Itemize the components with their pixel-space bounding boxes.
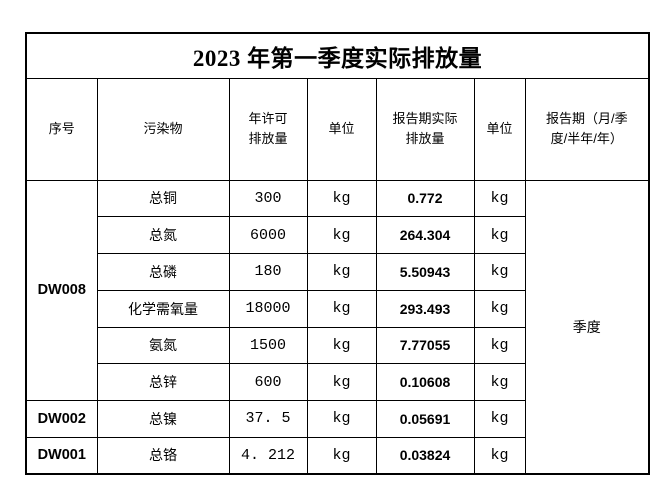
- pollutant-cell: 总磷: [96, 253, 230, 291]
- permitted-cell: 300: [228, 179, 308, 218]
- pollutant-cell: 总铜: [96, 179, 230, 218]
- actual-cell: 7.77055: [375, 326, 475, 365]
- permitted-cell: 180: [228, 253, 308, 291]
- actual-cell: 264.304: [375, 216, 475, 254]
- unit-cell: kg: [473, 326, 526, 365]
- unit-cell: kg: [306, 363, 377, 401]
- outlet-cell: DW001: [25, 436, 98, 475]
- col-header-unit2: 单位: [473, 77, 526, 181]
- actual-cell: 293.493: [375, 289, 475, 328]
- table-row: 总锌 600 kg 0.10608 kg: [26, 363, 649, 401]
- actual-cell: 5.50943: [375, 253, 475, 291]
- table-row: DW001 总铬 4. 212 kg 0.03824 kg: [25, 436, 649, 475]
- unit-cell: kg: [306, 289, 377, 328]
- period-cell: 季度: [524, 179, 650, 475]
- outlet-cell: DW002: [25, 400, 98, 438]
- pollutant-cell: 化学需氧量: [96, 289, 230, 328]
- unit-cell: kg: [473, 400, 526, 438]
- emissions-table: 2023 年第一季度实际排放量 序号 污染物 年许可 排放量 单位 报告期实际 …: [25, 32, 651, 475]
- pollutant-cell: 总镍: [96, 400, 230, 438]
- unit-cell: kg: [473, 253, 526, 291]
- table-row: DW008 总铜 300 kg 0.772 kg 季度: [25, 179, 650, 475]
- pollutant-cell: 总铬: [96, 436, 230, 475]
- pollutant-cell: 总氮: [96, 216, 230, 254]
- title-row: 2023 年第一季度实际排放量: [25, 32, 650, 79]
- actual-cell: 0.03824: [375, 436, 475, 475]
- permitted-cell: 4. 212: [228, 436, 308, 475]
- unit-cell: kg: [306, 436, 377, 475]
- permitted-cell: 37. 5: [228, 400, 308, 438]
- col-header-period: 报告期（月/季 度/半年/年）: [524, 77, 650, 181]
- unit-cell: kg: [306, 253, 377, 291]
- table-row: 总磷 180 kg 5.50943 kg: [26, 253, 649, 291]
- table-row: 化学需氧量 18000 kg 293.493 kg: [26, 289, 649, 328]
- unit-cell: kg: [473, 289, 526, 328]
- unit-cell: kg: [473, 363, 526, 401]
- unit-cell: kg: [306, 179, 377, 218]
- table-row: DW002 总镍 37. 5 kg 0.05691 kg: [25, 400, 649, 438]
- pollutant-cell: 氨氮: [96, 326, 230, 365]
- table-row: 总氮 6000 kg 264.304 kg: [26, 216, 649, 254]
- unit-cell: kg: [306, 326, 377, 365]
- outlet-cell: DW008: [25, 179, 98, 401]
- unit-cell: kg: [473, 179, 526, 218]
- col-header-pollutant: 污染物: [96, 77, 230, 181]
- permitted-cell: 18000: [228, 289, 308, 328]
- report-title: 2023 年第一季度实际排放量: [25, 32, 650, 79]
- actual-cell: 0.10608: [375, 363, 475, 401]
- unit-cell: kg: [306, 400, 377, 438]
- permitted-cell: 6000: [228, 216, 308, 254]
- table-row: 氨氮 1500 kg 7.77055 kg: [26, 326, 649, 365]
- unit-cell: kg: [473, 216, 526, 254]
- col-header-permitted: 年许可 排放量: [228, 77, 308, 181]
- unit-cell: kg: [306, 216, 377, 254]
- permitted-cell: 1500: [228, 326, 308, 365]
- actual-cell: 0.05691: [375, 400, 475, 438]
- col-header-seq: 序号: [25, 77, 98, 181]
- col-header-actual: 报告期实际 排放量: [375, 77, 475, 181]
- actual-cell: 0.772: [375, 179, 475, 218]
- permitted-cell: 600: [228, 363, 308, 401]
- col-header-unit1: 单位: [306, 77, 377, 181]
- unit-cell: kg: [473, 436, 526, 475]
- header-row: 序号 污染物 年许可 排放量 单位 报告期实际 排放量 单位 报告期（月/季 度…: [25, 77, 650, 181]
- pollutant-cell: 总锌: [96, 363, 230, 401]
